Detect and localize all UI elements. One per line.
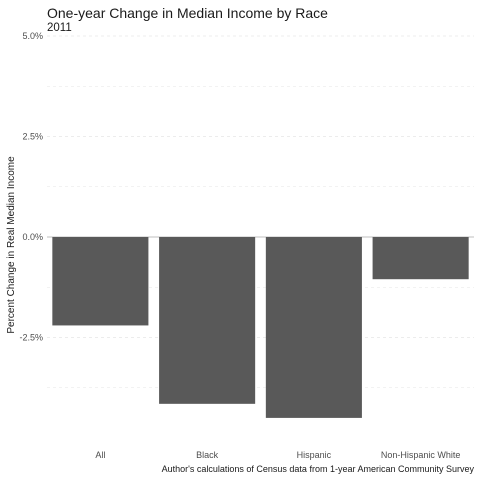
- chart-caption: Author's calculations of Census data fro…: [162, 464, 475, 474]
- x-tick-label: Hispanic: [297, 450, 332, 460]
- x-axis-ticks: All Black Hispanic Non-Hispanic White: [95, 450, 460, 460]
- y-tick-label: 0.0%: [22, 232, 43, 242]
- chart-subtitle: 2011: [47, 22, 72, 34]
- bar: [159, 237, 256, 404]
- y-axis-label: Percent Change in Real Median Income: [6, 156, 17, 334]
- grid-lines: [47, 35, 474, 389]
- y-axis-ticks: -2.5% 0.0% 2.5% 5.0%: [19, 31, 43, 343]
- y-tick-label: -2.5%: [19, 333, 43, 343]
- bar: [372, 237, 469, 280]
- bars: [52, 237, 469, 418]
- x-tick-label: Non-Hispanic White: [381, 450, 461, 460]
- x-tick-label: All: [95, 450, 105, 460]
- bar: [265, 237, 362, 418]
- chart-title: One-year Change in Median Income by Race: [47, 5, 328, 21]
- y-tick-label: 2.5%: [22, 132, 43, 142]
- x-tick-label: Black: [196, 450, 219, 460]
- y-tick-label: 5.0%: [22, 31, 43, 41]
- bar: [52, 237, 149, 326]
